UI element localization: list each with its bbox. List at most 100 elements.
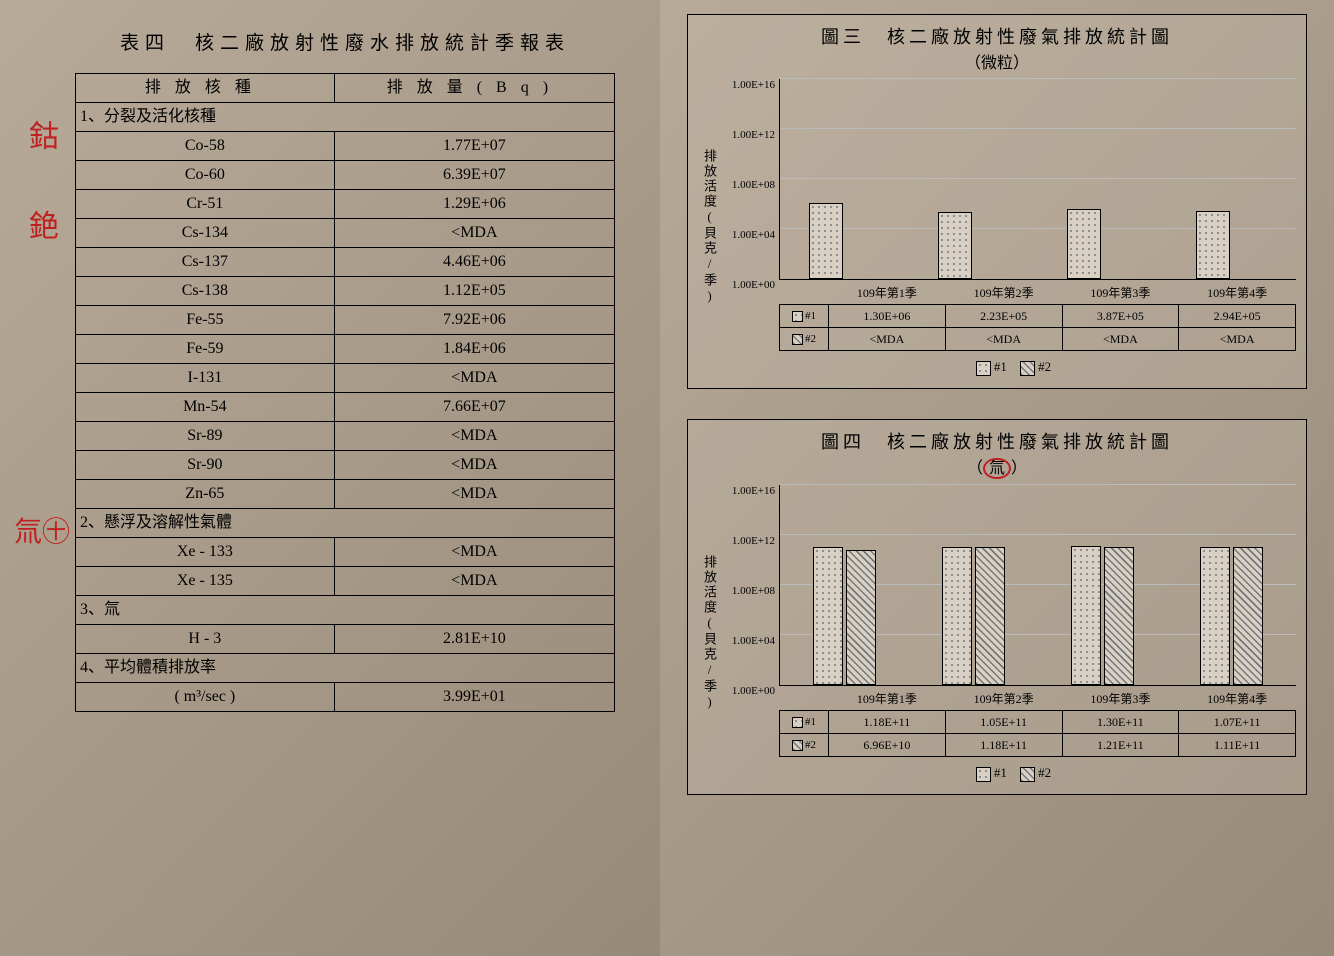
value-cell: 6.39E+07 <box>334 161 614 190</box>
series2-value: 6.96E+10 <box>829 734 946 757</box>
value-cell: 7.92E+06 <box>334 306 614 335</box>
category-label: 109年第4季 <box>1179 686 1296 711</box>
bar-group <box>788 547 902 685</box>
bar-s1 <box>1196 211 1230 279</box>
category-label: 109年第2季 <box>945 686 1062 711</box>
value-cell: 1.77E+07 <box>334 132 614 161</box>
bar-s1 <box>942 547 972 685</box>
bars-row <box>780 79 1296 279</box>
table4-title: 表四 核二廠放射性廢水排放統計季報表 <box>60 28 630 55</box>
value-cell: <MDA <box>334 567 614 596</box>
series2-lead: #2 <box>780 734 829 757</box>
value-cell: <MDA <box>334 538 614 567</box>
figure3-legend: #1 #2 <box>721 359 1296 376</box>
category-label: 109年第3季 <box>1062 686 1179 711</box>
nuclide-cell: Fe-59 <box>76 335 335 364</box>
series1-value: 2.23E+05 <box>945 305 1062 328</box>
value-cell: 3.99E+01 <box>334 683 614 712</box>
series1-value: 3.87E+05 <box>1062 305 1179 328</box>
figure4-panel: 圖四 核二廠放射性廢氣排放統計圖 （氚） 排放活度(貝克/季) 1.00E+00… <box>687 419 1307 795</box>
nuclide-cell: Co-58 <box>76 132 335 161</box>
bar-group <box>917 547 1031 685</box>
value-cell: <MDA <box>334 480 614 509</box>
table-row: Xe - 133<MDA <box>76 538 615 567</box>
bar-s2 <box>1233 547 1263 685</box>
table-row: Sr-89<MDA <box>76 422 615 451</box>
left-page: 鈷 銫 氚㊉ 表四 核二廠放射性廢水排放統計季報表 排放核種 排放量(Bq) 1… <box>0 0 660 956</box>
value-cell: 1.12E+05 <box>334 277 614 306</box>
series2-value: <MDA <box>1179 328 1296 351</box>
value-cell: 4.46E+06 <box>334 248 614 277</box>
ytick-label: 1.00E+12 <box>720 129 775 141</box>
nuclide-cell: Cs-134 <box>76 219 335 248</box>
category-label: 109年第1季 <box>829 280 946 305</box>
series1-value: 1.18E+11 <box>829 711 946 734</box>
section-header: 2、懸浮及溶解性氣體 <box>76 509 615 538</box>
ytick-label: 1.00E+04 <box>720 229 775 241</box>
figure3-panel: 圖三 核二廠放射性廢氣排放統計圖 （微粒） 排放活度(貝克/季) 1.00E+0… <box>687 14 1307 389</box>
ytick-label: 1.00E+00 <box>720 279 775 291</box>
nuclide-cell: Xe - 133 <box>76 538 335 567</box>
table-row: Cr-511.29E+06 <box>76 190 615 219</box>
section-header: 1、分裂及活化核種 <box>76 103 615 132</box>
category-label: 109年第4季 <box>1179 280 1296 305</box>
table-row: H - 32.81E+10 <box>76 625 615 654</box>
table-row: Zn-65<MDA <box>76 480 615 509</box>
value-cell: 1.29E+06 <box>334 190 614 219</box>
value-cell: <MDA <box>334 364 614 393</box>
legend-swatch-2 <box>1020 767 1035 782</box>
value-cell: 2.81E+10 <box>334 625 614 654</box>
category-label: 109年第1季 <box>829 686 946 711</box>
category-label: 109年第3季 <box>1062 280 1179 305</box>
nuclide-cell: I-131 <box>76 364 335 393</box>
figure4-subtitle-close: ） <box>1011 460 1027 477</box>
series1-value: 2.94E+05 <box>1179 305 1296 328</box>
ytick-label: 1.00E+08 <box>720 585 775 597</box>
nuclide-cell: Zn-65 <box>76 480 335 509</box>
figure4-subtitle-open: （ <box>967 460 983 477</box>
nuclide-cell: H - 3 <box>76 625 335 654</box>
bar-group <box>788 203 902 279</box>
table-row: Co-606.39E+07 <box>76 161 615 190</box>
table-row: Co-581.77E+07 <box>76 132 615 161</box>
ytick-label: 1.00E+04 <box>720 635 775 647</box>
right-page: 圖三 核二廠放射性廢氣排放統計圖 （微粒） 排放活度(貝克/季) 1.00E+0… <box>660 0 1334 956</box>
figure4-title: 圖四 核二廠放射性廢氣排放統計圖 <box>698 428 1296 454</box>
bar-s1 <box>813 547 843 685</box>
bar-group <box>1175 547 1289 685</box>
figure3-data-table: 109年第1季109年第2季109年第3季109年第4季 #11.30E+062… <box>779 280 1296 351</box>
series1-value: 1.07E+11 <box>1179 711 1296 734</box>
series1-value: 1.30E+11 <box>1062 711 1179 734</box>
figure4-subtitle-tritium-circled: 氚 <box>983 458 1011 480</box>
bar-s1 <box>1067 209 1101 279</box>
nuclide-cell: Cs-137 <box>76 248 335 277</box>
bar-s1 <box>809 203 843 279</box>
value-cell: <MDA <box>334 451 614 480</box>
series1-value: 1.05E+11 <box>945 711 1062 734</box>
figure3-subtitle: （微粒） <box>698 49 1296 73</box>
nuclide-cell: Cs-138 <box>76 277 335 306</box>
legend-label-2: #2 <box>1038 359 1051 374</box>
nuclide-cell: Mn-54 <box>76 393 335 422</box>
series1-lead: #1 <box>780 305 829 328</box>
bar-group <box>1046 209 1160 279</box>
bar-s1 <box>1071 546 1101 685</box>
legend-label-1: #1 <box>994 765 1007 780</box>
figure4-data-table: 109年第1季109年第2季109年第3季109年第4季 #11.18E+111… <box>779 686 1296 757</box>
value-cell: 1.84E+06 <box>334 335 614 364</box>
figure3-plot-area: 1.00E+001.00E+041.00E+081.00E+121.00E+16 <box>779 79 1296 280</box>
category-label: 109年第2季 <box>945 280 1062 305</box>
table-row: Fe-591.84E+06 <box>76 335 615 364</box>
legend-swatch-2 <box>1020 361 1035 376</box>
table-row: Fe-557.92E+06 <box>76 306 615 335</box>
table-row: Xe - 135<MDA <box>76 567 615 596</box>
handwritten-annotation-cobalt: 鈷 <box>18 120 62 150</box>
series2-value: <MDA <box>1062 328 1179 351</box>
ytick-label: 1.00E+08 <box>720 179 775 191</box>
table-row: I-131<MDA <box>76 364 615 393</box>
ytick-label: 1.00E+12 <box>720 535 775 547</box>
section-header: 4、平均體積排放率 <box>76 654 615 683</box>
series2-value: 1.21E+11 <box>1062 734 1179 757</box>
figure3-title: 圖三 核二廠放射性廢氣排放統計圖 <box>698 23 1296 49</box>
table-row: Cs-1381.12E+05 <box>76 277 615 306</box>
